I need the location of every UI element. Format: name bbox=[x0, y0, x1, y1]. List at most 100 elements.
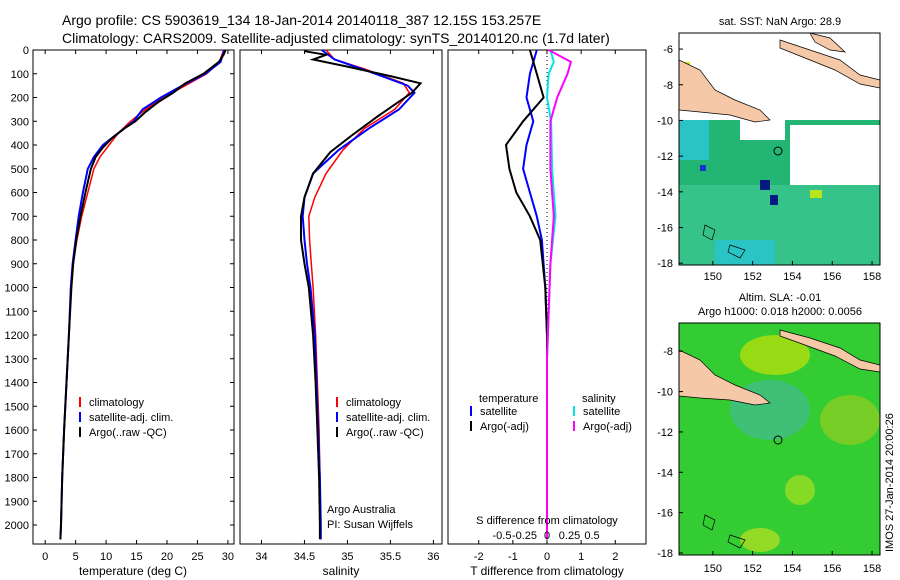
temperature-axes-frame bbox=[32, 49, 235, 545]
legend-climatology: climatology bbox=[89, 397, 145, 409]
lat-tick-label: -14 bbox=[657, 467, 673, 479]
sst-map-title: sat. SST: NaN Argo: 28.9 bbox=[719, 16, 841, 28]
sst-cyan-south bbox=[715, 240, 775, 265]
s-tick-label: 0 bbox=[544, 530, 550, 542]
s-tick-label: 0.5 bbox=[584, 530, 599, 542]
sla-map-title-1: Altim. SLA: -0.01 bbox=[739, 292, 822, 304]
note-argo-australia: Argo Australia bbox=[327, 504, 396, 516]
sla-map-title-2: Argo h1000: 0.018 h2000: 0.0056 bbox=[698, 306, 862, 318]
sla-high-north bbox=[740, 335, 810, 375]
t-difference-ticks: -2 -1 0 1 2 bbox=[474, 50, 618, 563]
legend-temperature-title: temperature bbox=[479, 393, 538, 405]
depth-tick-label: 0 bbox=[23, 45, 29, 57]
x-tick-label: 2 bbox=[612, 551, 618, 563]
difference-legend: temperature satellite Argo(-adj) salinit… bbox=[470, 393, 632, 433]
temperature-panel: 0 5 10 15 20 25 30 010020030040050060070080090… bbox=[5, 45, 646, 578]
land-islands bbox=[779, 329, 880, 373]
series-salinity-argo-adj- bbox=[546, 49, 573, 540]
depth-tick-label: 600 bbox=[11, 188, 29, 200]
x-tick-label: 35 bbox=[341, 551, 353, 563]
lon-tick-label: 156 bbox=[823, 563, 841, 575]
sla-high-south bbox=[785, 475, 815, 505]
sst-cyan-patch bbox=[679, 120, 709, 160]
land-new-guinea bbox=[679, 349, 771, 406]
s-tick-label: -0.5 bbox=[493, 530, 512, 542]
legend-climatology: climatology bbox=[346, 397, 402, 409]
title-line-2: Climatology: CARS2009. Satellite-adjuste… bbox=[62, 30, 610, 46]
salinity-x-ticks: 34 34.5 35 35.5 36 bbox=[255, 50, 440, 563]
series-argo-raw-qc- bbox=[59, 49, 227, 540]
sst-blue-cell bbox=[700, 165, 706, 171]
legend-s-satellite: satellite bbox=[583, 406, 620, 418]
s-tick-label: 0.25 bbox=[559, 530, 580, 542]
sst-map-frame bbox=[678, 32, 881, 266]
salinity-xlabel: salinity bbox=[323, 564, 360, 578]
s-difference-ticks: -0.5 -0.25 0 0.25 0.5 bbox=[493, 530, 600, 542]
depth-tick-label: 1900 bbox=[5, 496, 29, 508]
legend-satellite: satellite-adj. clim. bbox=[89, 412, 173, 424]
lat-tick-label: -18 bbox=[657, 548, 673, 560]
salinity-series bbox=[300, 49, 423, 540]
t-difference-label: T difference from climatology bbox=[470, 564, 624, 578]
depth-tick-label: 1000 bbox=[5, 283, 29, 295]
reef-outline bbox=[727, 244, 746, 259]
x-tick-label: 25 bbox=[191, 551, 203, 563]
lon-tick-label: 156 bbox=[823, 271, 841, 283]
land-islands bbox=[779, 39, 880, 89]
lat-tick-label: -18 bbox=[657, 258, 673, 270]
sst-lat-ticks: -6 -8 -10 -12 -14 -16 -18 bbox=[657, 44, 683, 270]
x-tick-label: 0 bbox=[544, 551, 550, 563]
depth-tick-label: 900 bbox=[11, 259, 29, 271]
legend-argo: Argo(..raw -QC) bbox=[346, 427, 424, 439]
depth-tick-label: 1800 bbox=[5, 473, 29, 485]
x-tick-label: 20 bbox=[161, 551, 173, 563]
title-line-1: Argo profile: CS 5903619_134 18-Jan-2014… bbox=[62, 12, 541, 28]
depth-tick-label: 1700 bbox=[5, 449, 29, 461]
lat-tick-label: -12 bbox=[657, 427, 673, 439]
series-argo-raw-qc- bbox=[300, 50, 423, 540]
lat-tick-label: -10 bbox=[657, 387, 673, 399]
lat-tick-label: -14 bbox=[657, 187, 673, 199]
sst-dark-cell bbox=[770, 195, 778, 205]
depth-tick-label: 1100 bbox=[5, 306, 29, 318]
x-tick-label: 34.5 bbox=[294, 551, 315, 563]
reef-outline bbox=[727, 534, 746, 549]
x-tick-label: 35.5 bbox=[380, 551, 401, 563]
x-tick-label: 0 bbox=[42, 551, 48, 563]
lat-tick-label: -10 bbox=[657, 115, 673, 127]
legend-t-argo: Argo(-adj) bbox=[480, 421, 529, 433]
lat-tick-label: -8 bbox=[663, 80, 673, 92]
temperature-legend: climatology satellite-adj. clim. Argo(..… bbox=[79, 397, 173, 439]
depth-tick-label: 1400 bbox=[5, 378, 29, 390]
salinity-panel: 34 34.5 35 35.5 36 salinity climatology sate… bbox=[239, 49, 443, 578]
x-tick-label: 1 bbox=[578, 551, 584, 563]
argo-float-location bbox=[773, 146, 783, 156]
sst-field-south bbox=[679, 185, 880, 265]
sla-map-frame bbox=[678, 322, 881, 556]
sla-lon-ticks: 150 152 154 156 158 bbox=[704, 551, 881, 575]
reef-outline bbox=[702, 514, 716, 531]
lon-tick-label: 158 bbox=[863, 563, 881, 575]
lon-tick-label: 158 bbox=[863, 271, 881, 283]
lat-tick-label: -8 bbox=[663, 346, 673, 358]
sla-high-south-west bbox=[740, 528, 780, 552]
x-tick-label: 15 bbox=[130, 551, 142, 563]
legend-argo: Argo(..raw -QC) bbox=[89, 427, 167, 439]
sst-yellow-cell bbox=[810, 190, 822, 198]
salinity-legend: climatology satellite-adj. clim. Argo(..… bbox=[336, 397, 430, 439]
x-tick-label: 5 bbox=[73, 551, 79, 563]
sst-map: sat. SST: NaN Argo: 28.9 -6-8-1 bbox=[657, 16, 881, 283]
depth-tick-label: 1500 bbox=[5, 401, 29, 413]
legend-s-argo: Argo(-adj) bbox=[583, 421, 632, 433]
imos-timestamp: IMOS 27-Jan-2014 20:00:26 bbox=[884, 413, 896, 552]
depth-tick-label: 100 bbox=[11, 69, 29, 81]
legend-salinity-title: salinity bbox=[582, 393, 616, 405]
lat-tick-label: -16 bbox=[657, 508, 673, 520]
lat-tick-label: -6 bbox=[663, 44, 673, 56]
x-tick-label: -2 bbox=[474, 551, 484, 563]
s-tick-label: -0.25 bbox=[512, 530, 537, 542]
depth-tick-label: 400 bbox=[11, 140, 29, 152]
difference-series bbox=[504, 49, 573, 540]
x-tick-label: 36 bbox=[427, 551, 439, 563]
sst-missing-east bbox=[790, 125, 880, 185]
